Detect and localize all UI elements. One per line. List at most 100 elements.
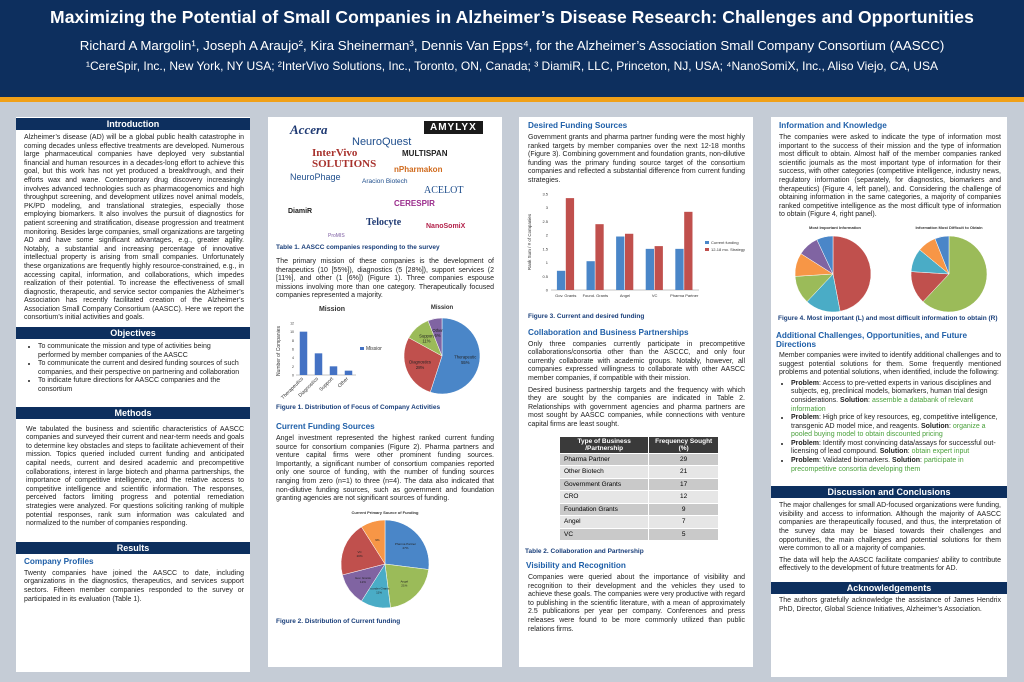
poster-header: Maximizing the Potential of Small Compan…: [0, 0, 1024, 97]
pie-data-label: 28%: [416, 365, 425, 370]
poster-authors: Richard A Margolin¹, Joseph A Araujo², K…: [79, 38, 945, 53]
table-cell-frequency: 7: [648, 515, 719, 529]
problem-label: Problem: [791, 457, 820, 465]
bar: [344, 370, 353, 375]
solution-label: Solution: [892, 457, 921, 465]
table-cell-type: Government Grants: [558, 477, 650, 491]
chart-title: Mission: [431, 305, 454, 311]
problem-label: Problem: [791, 439, 820, 447]
logo-diamir: DiamiR: [288, 208, 313, 215]
y-tick-label: 0.5: [542, 273, 548, 278]
logo-npharmakon: nPharmakon: [394, 165, 443, 174]
methods-text: We tabulated the business and scientific…: [26, 425, 244, 528]
pie-data-label: 6%: [435, 333, 441, 338]
pie-data-label: Gov. Grants: [355, 576, 371, 580]
chart-title: Information Most Difficult to Obtain: [915, 225, 983, 230]
problem-text: : Identify most convincing data/assays f…: [791, 439, 996, 456]
current-funding-heading: Current Funding Sources: [276, 421, 375, 431]
logo-neurophage: NeuroPhage: [290, 172, 341, 182]
pie-slice: [934, 235, 950, 275]
pie-slice: [403, 337, 443, 393]
pie-data-label: Other: [432, 328, 443, 333]
pie-data-label: Pharma Partner: [395, 542, 416, 546]
problem-item: Problem: Identify most convincing data/a…: [791, 440, 1001, 457]
x-tick-label: Gov. Grants: [555, 293, 576, 298]
bar: [645, 248, 655, 290]
table-row: CRO 12: [558, 490, 719, 504]
pie-slice: [384, 519, 430, 570]
legend-swatch: [360, 346, 364, 350]
table-cell-frequency: 5: [648, 527, 719, 541]
pie-data-label: 11%: [422, 338, 430, 343]
logo-intervivo: InterVivo SOLUTIONS: [312, 147, 377, 170]
visibility-heading: Visibility and Recognition: [526, 561, 626, 570]
pie-data-label: Support: [419, 333, 435, 338]
bar: [556, 270, 566, 290]
company-logos-panel: Accera AMYLYX NeuroQuest InterVivo SOLUT…: [268, 117, 502, 243]
table-cell-frequency: 17: [648, 477, 719, 491]
desired-funding-bar-chart: Rank Sum / # of Companies 0 0.5 1 1.5 2 2.5 3 3.…: [527, 191, 745, 298]
table-cell-type: Foundation Grants: [558, 502, 650, 516]
poster-affiliations: ¹CereSpir, Inc., New York, NY USA; ²Inte…: [86, 59, 938, 73]
x-tick-label: Found. Grants: [583, 293, 609, 298]
pie-data-label: Therapeutic: [454, 355, 476, 360]
company-profiles-text: Twenty companies have joined the AASCC t…: [24, 569, 244, 603]
solution-text: organize a pooled buying model to obtain…: [791, 422, 986, 439]
mission-text: The primary mission of these companies i…: [276, 258, 494, 300]
section-header-acknowledgements: Acknowledgements: [771, 582, 1007, 594]
objectives-list: To communicate the mission and type of a…: [24, 343, 244, 395]
table-row: VC 5: [558, 527, 719, 541]
table-cell-frequency: 12: [648, 490, 719, 504]
additional-challenges-text: Member companies were invited to identif…: [779, 351, 1001, 377]
x-tick-label: Support: [318, 376, 335, 393]
desired-funding-heading: Desired Funding Sources: [528, 121, 628, 130]
section-header-methods: Methods: [16, 406, 250, 419]
logo-promis: ProMIS: [328, 233, 345, 239]
problem-label: Problem: [791, 379, 820, 387]
table-cell-type: Other Biotech: [558, 465, 650, 479]
figure2-caption: Figure 2. Distribution of Current fundin…: [276, 617, 401, 625]
section-header-introduction: Introduction: [16, 118, 250, 130]
bar: [314, 353, 323, 375]
logo-neuroquest: NeuroQuest: [352, 136, 412, 148]
table-cell-type: VC: [558, 527, 650, 541]
logo-cerespir: CERESPIR: [394, 199, 435, 208]
pie-slice: [340, 526, 386, 575]
problem-item: Problem: Access to pre-vetted experts in…: [791, 380, 1001, 414]
legend-swatch: [705, 240, 709, 244]
logo-nanosomix: NanoSomiX: [426, 223, 466, 230]
chart-title: Most Important Information: [809, 225, 862, 230]
pie-data-label: Angel: [400, 579, 408, 583]
bar: [329, 366, 338, 375]
logo-accera: Accera: [290, 122, 328, 137]
column-3: Desired Funding Sources Government grant…: [519, 117, 753, 667]
most-important-pie-chart: Most Important Information: [794, 225, 872, 313]
figure1-panel: Mission Number of Companies 0 2 4 6 8 10 12 Thera…: [268, 301, 502, 403]
y-tick-label: 0: [292, 373, 294, 377]
additional-challenges-heading: Additional Challenges, Opportunities, an…: [776, 330, 968, 349]
y-tick-label: 12: [290, 321, 294, 325]
table-row: Other Biotech 21: [558, 465, 719, 479]
figure3-panel: Rank Sum / # of Companies 0 0.5 1 1.5 2 2.5 3 3.…: [519, 186, 753, 312]
chart-title: Current Primary Source of Funding: [352, 510, 419, 515]
logo-aracion: Aracion Biotech: [362, 178, 408, 185]
pie-data-label: 55%: [461, 360, 470, 365]
objective-item: To communicate the mission and type of a…: [38, 343, 244, 360]
pie-slice: [361, 519, 386, 565]
collaboration-heading: Collaboration and Business Partnerships: [528, 327, 689, 337]
y-tick-label: 2: [546, 232, 549, 237]
pie-slice: [429, 317, 481, 395]
pie-data-label: 21%: [401, 583, 407, 587]
y-tick-label: 4: [292, 356, 294, 360]
legend-label: Mission: [366, 346, 382, 352]
table-row: Angel 7: [558, 515, 719, 529]
acknowledgements-text: The authors gratefully acknowledge the a…: [779, 597, 1001, 613]
pie-slice: [816, 235, 834, 275]
bar: [616, 236, 625, 290]
y-axis-label: Number of Companies: [276, 325, 282, 376]
pie-slice: [384, 563, 429, 608]
information-heading: Information and Knowledge: [779, 121, 887, 130]
collaboration-text-2: Desired business partnership targets and…: [528, 386, 745, 428]
